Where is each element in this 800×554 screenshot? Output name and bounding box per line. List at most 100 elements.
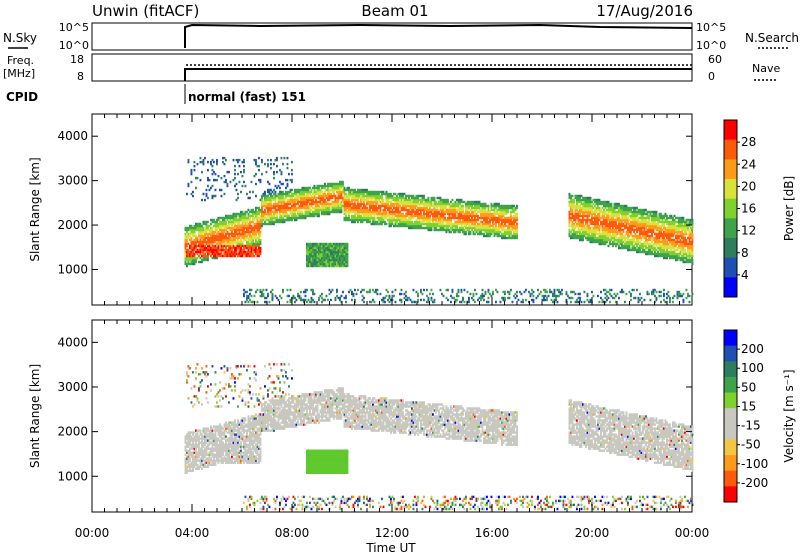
power-cell <box>361 198 364 202</box>
power-cell <box>339 184 341 188</box>
power-cell <box>550 298 553 302</box>
power-cell <box>285 178 287 182</box>
power-cell <box>333 206 335 210</box>
power-cell <box>205 254 208 258</box>
power-cell <box>582 230 584 234</box>
power-cell <box>315 186 317 190</box>
power-cell <box>468 222 470 226</box>
power-cell <box>261 210 263 214</box>
power-cell <box>598 238 601 242</box>
power-cell <box>262 204 265 208</box>
power-cell <box>459 228 461 232</box>
power-cell <box>312 214 314 218</box>
power-cell <box>276 218 278 222</box>
power-cell <box>193 226 196 230</box>
power-cell <box>295 206 298 210</box>
power-cell <box>462 216 464 220</box>
power-cell <box>483 216 485 220</box>
power-cell <box>319 188 322 192</box>
power-cell <box>495 300 497 304</box>
nsearch-label: N.Search <box>745 31 799 45</box>
power-cell <box>580 300 583 304</box>
power-cell <box>331 186 334 190</box>
power-cell <box>268 212 271 216</box>
power-cell <box>240 228 242 232</box>
power-cell <box>261 200 263 204</box>
power-cell <box>597 198 599 202</box>
power-cell <box>210 236 212 240</box>
power-cell <box>312 256 314 260</box>
power-cell <box>570 206 572 210</box>
power-cell <box>213 248 215 252</box>
power-cell <box>264 220 266 224</box>
power-cell <box>355 196 358 200</box>
power-cell <box>237 246 239 250</box>
power-cell <box>574 206 577 210</box>
power-cell <box>435 208 437 212</box>
power-cell <box>595 208 598 212</box>
power-cell <box>273 170 275 174</box>
power-cell <box>399 220 401 224</box>
power-cell <box>576 198 578 202</box>
power-cell <box>250 208 253 212</box>
power-cell <box>285 186 287 190</box>
power-cell <box>601 238 604 242</box>
power-cell <box>477 202 479 206</box>
power-cell <box>381 220 383 224</box>
power-cell <box>457 218 460 222</box>
power-cell <box>268 202 271 206</box>
power-cell <box>399 192 401 196</box>
power-cell <box>480 230 482 234</box>
power-cell <box>624 234 626 238</box>
power-cell <box>325 244 328 248</box>
power-cell <box>208 238 211 242</box>
power-cell <box>514 206 517 210</box>
power-cell <box>234 240 236 244</box>
power-cell <box>460 198 463 202</box>
power-cell <box>463 200 466 204</box>
power-cell <box>577 204 580 208</box>
power-cell <box>327 252 329 256</box>
power-cell <box>234 172 236 176</box>
power-cell <box>277 298 280 302</box>
power-cell <box>601 232 604 236</box>
power-cell <box>318 190 320 194</box>
power-cell <box>439 224 442 228</box>
power-cell <box>223 156 226 160</box>
power-cell <box>210 222 212 226</box>
power-cell <box>211 230 214 234</box>
power-cell <box>345 252 347 256</box>
power-cell <box>610 220 613 224</box>
power-cell <box>402 212 404 216</box>
power-cell <box>498 232 500 236</box>
power-cell <box>312 258 314 262</box>
power-cell <box>202 256 205 260</box>
power-cell <box>205 230 208 234</box>
power-cell <box>453 204 455 208</box>
power-cell <box>318 200 320 204</box>
power-cell <box>199 238 202 242</box>
power-cell <box>280 156 283 160</box>
power-cell <box>235 216 238 220</box>
power-cell <box>405 198 407 202</box>
power-cell <box>252 240 254 244</box>
power-cell <box>273 162 275 166</box>
power-cell <box>607 204 610 208</box>
power-cell <box>610 206 613 210</box>
power-cell <box>576 222 578 226</box>
power-cell <box>243 226 245 230</box>
power-cell <box>301 298 304 302</box>
power-cell <box>582 196 584 200</box>
power-cell <box>264 204 266 208</box>
power-cell <box>571 202 574 206</box>
power-cell <box>501 236 503 240</box>
power-cell <box>202 226 205 230</box>
power-cell <box>187 182 190 186</box>
power-cell <box>600 208 602 212</box>
power-cell <box>336 248 338 252</box>
power-cell <box>307 212 310 216</box>
power-cell <box>303 300 305 304</box>
power-cell <box>549 290 551 294</box>
power-cell <box>306 210 308 214</box>
power-cell <box>525 288 527 292</box>
